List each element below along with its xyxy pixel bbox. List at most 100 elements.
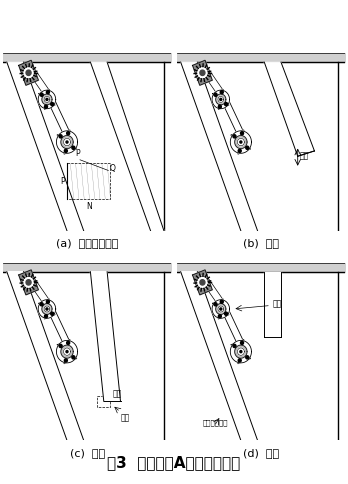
Text: (c)  慢加: (c) 慢加 xyxy=(70,448,105,457)
Polygon shape xyxy=(46,308,48,310)
Polygon shape xyxy=(230,131,252,153)
Polygon shape xyxy=(240,132,244,135)
Polygon shape xyxy=(38,300,56,318)
Polygon shape xyxy=(38,90,56,109)
Polygon shape xyxy=(51,103,54,106)
Polygon shape xyxy=(90,272,120,401)
Polygon shape xyxy=(213,90,229,109)
Polygon shape xyxy=(61,345,73,358)
Polygon shape xyxy=(237,138,244,146)
Polygon shape xyxy=(213,299,229,319)
Polygon shape xyxy=(26,280,31,285)
Polygon shape xyxy=(238,149,241,152)
Polygon shape xyxy=(7,272,84,440)
Polygon shape xyxy=(181,62,258,231)
Polygon shape xyxy=(214,93,217,96)
Polygon shape xyxy=(42,94,52,105)
Polygon shape xyxy=(51,312,54,315)
Polygon shape xyxy=(246,146,249,150)
Polygon shape xyxy=(66,350,68,353)
Polygon shape xyxy=(57,340,77,364)
Polygon shape xyxy=(230,340,252,363)
Polygon shape xyxy=(23,67,34,79)
Polygon shape xyxy=(40,302,43,306)
Polygon shape xyxy=(197,276,208,288)
Polygon shape xyxy=(197,67,208,79)
Text: 开度: 开度 xyxy=(120,414,130,423)
Text: P: P xyxy=(61,177,65,186)
Text: 闸门关闭方向: 闸门关闭方向 xyxy=(203,419,228,426)
Polygon shape xyxy=(59,344,62,348)
Polygon shape xyxy=(26,70,31,76)
Polygon shape xyxy=(66,141,68,143)
Polygon shape xyxy=(45,105,47,108)
Polygon shape xyxy=(72,146,75,150)
Polygon shape xyxy=(61,136,73,149)
Polygon shape xyxy=(56,340,78,363)
Polygon shape xyxy=(46,91,49,94)
Polygon shape xyxy=(46,300,49,303)
Polygon shape xyxy=(46,98,48,101)
Polygon shape xyxy=(218,105,221,108)
Polygon shape xyxy=(212,300,230,318)
Polygon shape xyxy=(218,306,224,312)
Text: (a)  快加（全开）: (a) 快加（全开） xyxy=(56,238,118,248)
Polygon shape xyxy=(240,341,244,345)
Polygon shape xyxy=(220,98,222,101)
Polygon shape xyxy=(264,272,281,337)
Polygon shape xyxy=(56,131,78,153)
Polygon shape xyxy=(57,130,77,154)
Polygon shape xyxy=(181,272,258,440)
Polygon shape xyxy=(7,62,84,231)
Polygon shape xyxy=(59,135,62,138)
Polygon shape xyxy=(64,348,70,355)
Polygon shape xyxy=(64,138,70,146)
Text: 物料: 物料 xyxy=(112,390,121,399)
Polygon shape xyxy=(220,308,222,310)
Polygon shape xyxy=(216,94,226,105)
Text: 开度: 开度 xyxy=(299,152,309,161)
Polygon shape xyxy=(42,303,52,315)
Polygon shape xyxy=(240,141,242,143)
Text: N: N xyxy=(86,202,92,212)
Polygon shape xyxy=(19,60,38,85)
Polygon shape xyxy=(44,306,50,312)
Polygon shape xyxy=(235,136,247,149)
Polygon shape xyxy=(23,276,34,288)
Polygon shape xyxy=(224,312,228,315)
Polygon shape xyxy=(40,93,43,96)
Polygon shape xyxy=(224,103,228,106)
Polygon shape xyxy=(67,132,70,135)
Polygon shape xyxy=(218,315,221,318)
Polygon shape xyxy=(231,340,251,364)
Polygon shape xyxy=(192,60,212,85)
Text: P: P xyxy=(76,149,80,158)
Polygon shape xyxy=(90,62,164,231)
Text: Q: Q xyxy=(110,164,116,173)
Polygon shape xyxy=(192,270,212,295)
Polygon shape xyxy=(231,130,251,154)
Polygon shape xyxy=(220,300,223,303)
Polygon shape xyxy=(64,359,68,362)
Polygon shape xyxy=(39,299,55,319)
Polygon shape xyxy=(235,345,247,358)
Polygon shape xyxy=(237,348,244,355)
Polygon shape xyxy=(214,302,217,306)
Polygon shape xyxy=(246,356,249,359)
Text: (b)  中加: (b) 中加 xyxy=(243,238,279,248)
Polygon shape xyxy=(19,270,38,295)
Text: 图3  加料机构A四个工作位置: 图3 加料机构A四个工作位置 xyxy=(108,455,240,469)
Polygon shape xyxy=(233,135,236,138)
Polygon shape xyxy=(67,341,70,345)
Polygon shape xyxy=(218,96,224,103)
Polygon shape xyxy=(200,280,205,285)
Polygon shape xyxy=(39,90,55,109)
Text: 轴承: 轴承 xyxy=(272,299,282,308)
Polygon shape xyxy=(264,62,315,156)
Polygon shape xyxy=(200,70,205,76)
Polygon shape xyxy=(44,96,50,103)
Polygon shape xyxy=(233,344,236,348)
Polygon shape xyxy=(72,356,75,359)
Polygon shape xyxy=(216,303,226,315)
Polygon shape xyxy=(240,350,242,353)
